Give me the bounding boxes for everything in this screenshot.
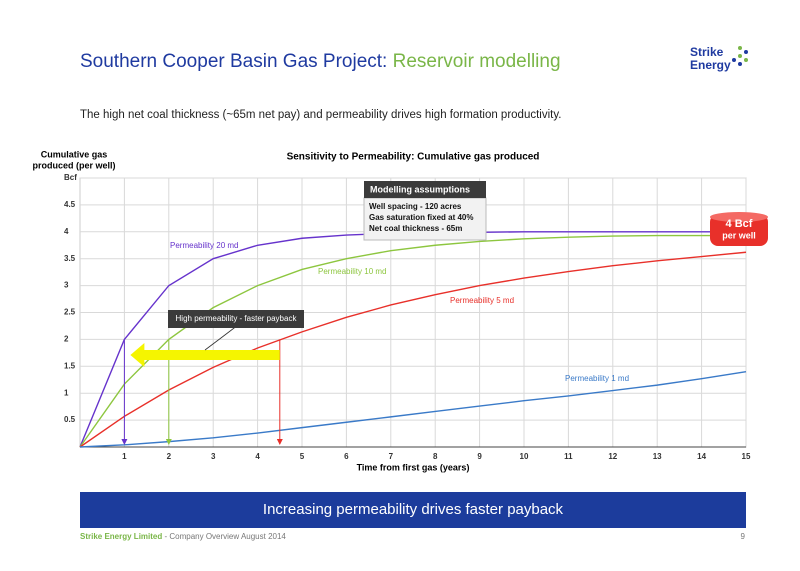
slide-title: Southern Cooper Basin Gas Project: Reser… <box>80 51 561 72</box>
callout-box <box>168 310 304 328</box>
x-tick-label: 5 <box>300 452 305 461</box>
y-tick-label: 4 <box>64 227 69 236</box>
assumptions-box <box>363 197 487 241</box>
logo-dot <box>744 58 748 62</box>
y-tick-label: 3.5 <box>64 254 76 263</box>
y-tick-label: 4.5 <box>64 200 76 209</box>
y-tick-label: 2 <box>64 335 69 344</box>
banner <box>80 492 746 528</box>
x-tick-label: 14 <box>697 452 706 461</box>
y-axis-label: produced (per well) <box>32 160 115 170</box>
logo-text: Strike <box>690 45 724 59</box>
logo-dot <box>738 54 742 58</box>
logo-dot <box>738 62 742 66</box>
footer-company: Strike Energy Limited <box>80 532 162 541</box>
x-tick-label: 9 <box>477 452 482 461</box>
chart-title: Sensitivity to Permeability: Cumulative … <box>287 152 540 163</box>
x-tick-label: 7 <box>389 452 394 461</box>
x-tick-label: 3 <box>211 452 216 461</box>
assumptions-header <box>364 181 486 198</box>
x-tick-label: 11 <box>564 452 573 461</box>
series-label: Permeability 1 md <box>565 374 629 383</box>
y-tick-label: 1 <box>64 388 69 397</box>
y-tick-label: 2.5 <box>64 308 76 317</box>
subtitle: The high net coal thickness (~65m net pa… <box>80 109 561 121</box>
x-tick-label: 13 <box>653 452 662 461</box>
x-tick-label: 15 <box>742 452 751 461</box>
footer-text: - Company Overview August 2014 <box>162 532 286 541</box>
x-tick-label: 1 <box>122 452 127 461</box>
assumptions-title: Modelling assumptions <box>370 184 470 194</box>
x-tick-label: 8 <box>433 452 438 461</box>
badge <box>710 214 768 246</box>
x-tick-label: 12 <box>608 452 617 461</box>
series-label: Permeability 10 md <box>318 267 386 276</box>
logo-dot <box>738 46 742 50</box>
x-axis-label: Time from first gas (years) <box>357 462 470 472</box>
series-line <box>79 370 747 448</box>
logo-dot <box>744 50 748 54</box>
banner-text: Increasing permeability drives faster pa… <box>263 501 564 518</box>
x-tick-label: 2 <box>167 452 172 461</box>
x-tick-label: 10 <box>520 452 529 461</box>
y-tick-label: 0.5 <box>64 415 76 424</box>
y-tick-label: 1.5 <box>64 361 76 370</box>
y-tick-label: 3 <box>64 281 69 290</box>
assumptions-item: Net coal thickness - 65m <box>369 224 462 233</box>
payback-arrow <box>130 343 280 367</box>
badge-text: per well <box>722 230 756 240</box>
callout-text: High permeability - faster payback <box>176 314 298 323</box>
page-number: 9 <box>741 532 746 541</box>
title-text: Southern Cooper Basin Gas Project: <box>80 51 387 72</box>
logo-dot <box>732 58 736 62</box>
logo: Strike Energy <box>690 45 748 72</box>
x-tick-label: 4 <box>255 452 260 461</box>
series-label: Permeability 5 md <box>450 296 514 305</box>
y-axis-label: Cumulative gas <box>41 149 108 159</box>
title-highlight: Reservoir modelling <box>393 51 561 72</box>
badge-text: 4 Bcf <box>726 218 753 230</box>
badge-top <box>710 212 768 222</box>
logo-text: Energy <box>690 58 731 72</box>
series-line <box>79 251 747 448</box>
x-tick-label: 6 <box>344 452 349 461</box>
series-label: Permeability 20 md <box>170 241 238 250</box>
y-tick-label: Bcf <box>64 173 77 182</box>
assumptions-item: Well spacing - 120 acres <box>369 202 462 211</box>
assumptions-item: Gas saturation fixed at 40% <box>369 213 473 222</box>
footer: Strike Energy Limited - Company Overview… <box>80 532 286 541</box>
